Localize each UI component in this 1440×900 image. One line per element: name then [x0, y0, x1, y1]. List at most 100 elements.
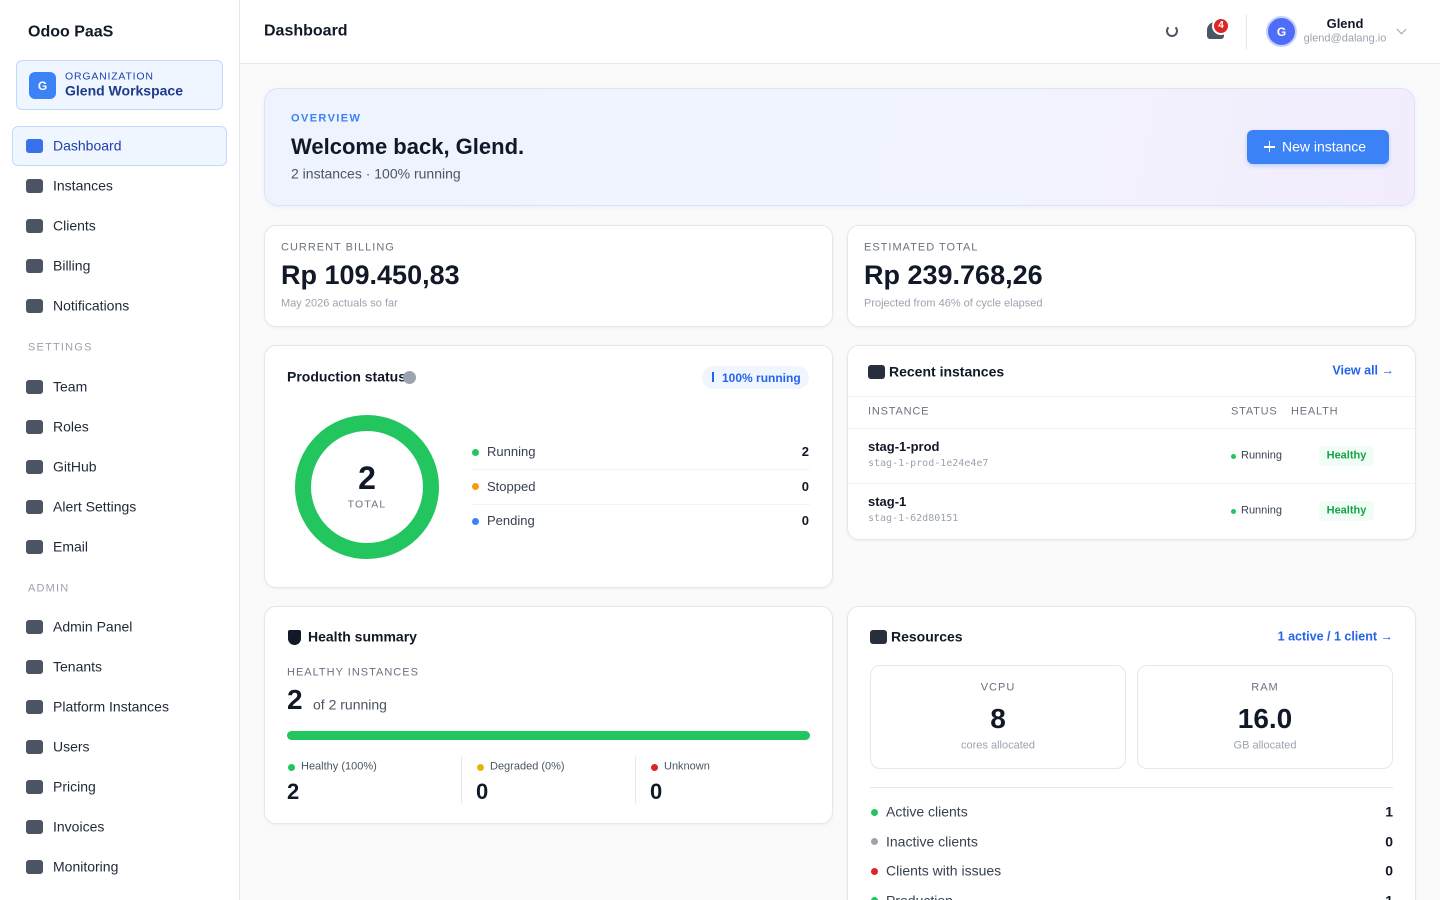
page-title: Dashboard	[264, 22, 348, 40]
resource-note: cores allocated	[961, 739, 1035, 752]
divider	[848, 396, 1415, 397]
divider	[848, 483, 1415, 484]
nav-item[interactable]	[12, 126, 227, 166]
donut-total-label: TOTAL	[347, 498, 387, 511]
column-header: INSTANCE	[868, 405, 930, 418]
section-label: ADMIN	[28, 582, 70, 595]
badge-text: 100% running	[722, 370, 801, 385]
resource-value: 16.0	[1237, 703, 1293, 735]
welcome-title: Welcome back, Glend.	[291, 133, 525, 159]
health-stat-label: Healthy (100%)	[301, 760, 377, 773]
nav-icon	[26, 139, 43, 153]
health-badge-text: Healthy	[1326, 449, 1367, 462]
nav-label: GitHub	[53, 458, 97, 475]
nav-item[interactable]	[12, 527, 227, 567]
status-label: Running	[487, 444, 536, 460]
health-badge-text: Healthy	[1326, 504, 1367, 517]
status-dot	[870, 867, 878, 875]
card-title: Health summary	[308, 628, 417, 645]
refresh-button[interactable]	[1166, 25, 1178, 37]
nav-item[interactable]	[12, 367, 227, 407]
billing-label: ESTIMATED TOTAL	[864, 241, 979, 254]
status-dot	[471, 483, 479, 490]
plus-v	[1268, 141, 1271, 153]
nav-item[interactable]	[12, 727, 227, 767]
nav-icon	[26, 700, 43, 714]
notification-count: 4	[1218, 20, 1224, 31]
org-avatar	[29, 72, 56, 99]
instance-status: Running	[1241, 449, 1282, 462]
nav-label: Tenants	[53, 658, 103, 675]
status-count: 2	[801, 444, 809, 460]
status-donut	[295, 415, 439, 559]
resource-note: GB allocated	[1233, 739, 1297, 752]
header-divider	[1246, 14, 1247, 50]
button-label: New instance	[1282, 138, 1367, 155]
nav-label: Invoices	[53, 818, 105, 835]
badge-arrow	[712, 372, 714, 382]
stat-divider	[461, 757, 462, 803]
shield-icon	[288, 630, 301, 645]
nav-item[interactable]	[12, 847, 227, 887]
overview-card	[264, 88, 1415, 206]
nav-item[interactable]	[12, 407, 227, 447]
nav-icon	[26, 179, 43, 193]
divider	[471, 469, 810, 470]
billing-label: CURRENT BILLING	[281, 241, 395, 254]
card-title: Production status	[287, 368, 407, 385]
eyebrow: OVERVIEW	[291, 112, 362, 125]
billing-card	[847, 225, 1416, 327]
status-dot	[1231, 508, 1236, 514]
status-label: Pending	[487, 513, 535, 529]
nav-icon	[26, 299, 43, 313]
nav-label: Platform Instances	[53, 698, 169, 715]
divider	[848, 428, 1415, 429]
nav-label: Admin Panel	[53, 618, 133, 635]
health-detail: of 2 running	[313, 696, 387, 713]
client-stat-label: Inactive clients	[886, 833, 978, 850]
nav-item[interactable]	[12, 206, 227, 246]
divider	[870, 787, 1393, 788]
status-dot	[287, 763, 295, 771]
nav-item[interactable]	[12, 807, 227, 847]
instance-name: stag-1	[868, 494, 907, 510]
nav-label: Billing	[53, 257, 91, 274]
billing-value: Rp 109.450,83	[281, 259, 460, 290]
health-stat-label: Unknown	[664, 760, 710, 773]
nav-item[interactable]	[12, 647, 227, 687]
nav-label: Email	[53, 538, 89, 555]
card-icon	[870, 630, 887, 644]
instance-id: stag-1-prod-1e24e4e7	[868, 458, 989, 469]
resource-label: VCPU	[980, 681, 1016, 694]
notification-badge	[1212, 17, 1230, 35]
client-stat-value: 1	[1385, 803, 1393, 820]
nav-item[interactable]	[12, 767, 227, 807]
resources-link[interactable]: 1 active / 1 client →	[1277, 629, 1393, 644]
brand: Odoo PaaS	[28, 23, 114, 41]
nav-icon	[26, 780, 43, 794]
welcome-subtitle: 2 instances · 100% running	[291, 165, 461, 182]
client-stat-label: Clients with issues	[886, 862, 1002, 879]
nav-item[interactable]	[12, 246, 227, 286]
status-dot	[471, 448, 479, 456]
running-badge	[702, 366, 809, 389]
nav-icon	[26, 219, 43, 233]
nav-label: Monitoring	[53, 858, 119, 875]
billing-note: Projected from 46% of cycle elapsed	[864, 297, 1043, 310]
client-stat-value: 0	[1385, 862, 1393, 879]
stat-divider	[635, 757, 636, 803]
view-all-link[interactable]: View all →	[1332, 363, 1394, 378]
health-stat-value: 0	[476, 778, 489, 804]
nav-icon	[26, 660, 43, 674]
nav-label: Roles	[53, 418, 89, 435]
nav-item[interactable]	[12, 447, 227, 487]
health-summary-card	[264, 606, 833, 824]
nav-item[interactable]	[12, 166, 227, 206]
status-dot	[650, 763, 658, 771]
client-stat-label: Active clients	[886, 803, 968, 820]
org-name: Glend Workspace	[65, 82, 184, 99]
user-name: Glend	[1326, 16, 1364, 32]
health-stat-label: Degraded (0%)	[490, 760, 565, 773]
status-dot	[870, 838, 878, 845]
nav-icon	[26, 460, 43, 474]
